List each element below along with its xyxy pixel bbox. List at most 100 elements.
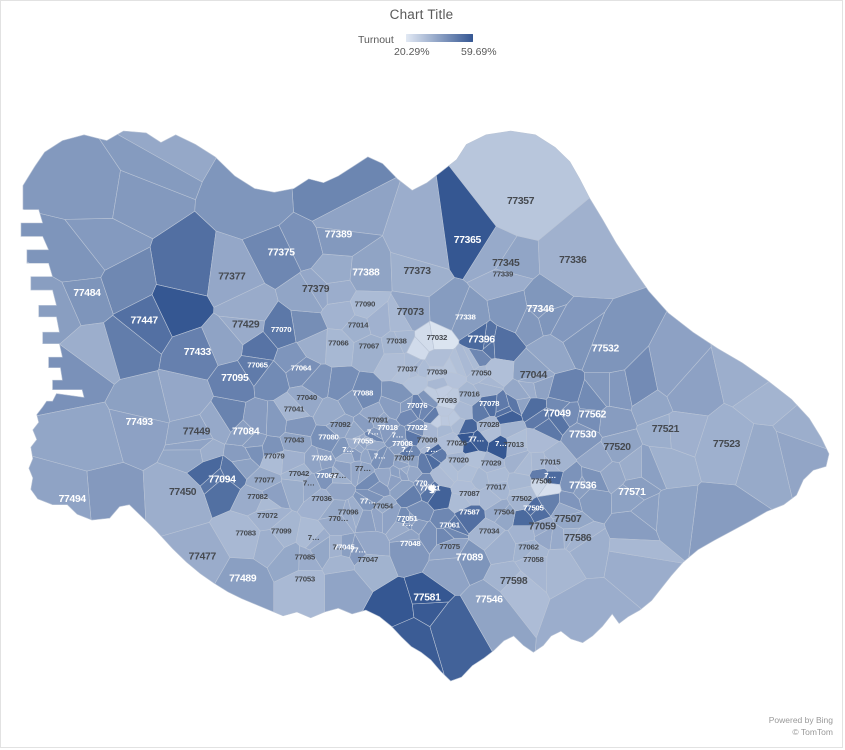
svg-text:7…: 7…: [392, 431, 404, 440]
svg-text:77043: 77043: [284, 436, 305, 445]
svg-text:77571: 77571: [618, 487, 646, 498]
svg-text:77082: 77082: [247, 492, 268, 501]
svg-text:77087: 77087: [459, 489, 479, 498]
svg-text:77015: 77015: [540, 458, 561, 467]
svg-text:77489: 77489: [229, 573, 257, 584]
svg-text:77088: 77088: [353, 389, 374, 398]
svg-text:7…: 7…: [308, 533, 320, 542]
svg-text:77016: 77016: [459, 390, 480, 399]
svg-text:77076: 77076: [407, 401, 428, 410]
svg-text:77…: 77…: [355, 464, 371, 473]
svg-text:7…: 7…: [426, 445, 438, 454]
svg-text:77396: 77396: [468, 335, 496, 346]
svg-text:77365: 77365: [454, 235, 482, 246]
svg-text:77014: 77014: [348, 321, 369, 330]
svg-text:77450: 77450: [169, 487, 197, 498]
svg-text:77546: 77546: [475, 595, 503, 606]
svg-text:77562: 77562: [579, 410, 607, 421]
svg-text:77083: 77083: [235, 528, 256, 537]
svg-text:77379: 77379: [302, 284, 330, 295]
svg-text:77070: 77070: [271, 325, 291, 334]
svg-text:77072: 77072: [257, 511, 278, 520]
svg-text:77389: 77389: [325, 229, 353, 240]
svg-text:770…: 770…: [328, 514, 348, 523]
svg-text:77581: 77581: [413, 593, 441, 604]
svg-text:77075: 77075: [439, 542, 460, 551]
svg-text:77505: 77505: [523, 504, 544, 513]
svg-text:77022: 77022: [407, 423, 428, 432]
svg-text:77078: 77078: [479, 399, 500, 408]
svg-text:77095: 77095: [221, 373, 249, 384]
svg-text:77447: 77447: [131, 316, 159, 327]
svg-text:77338: 77338: [455, 313, 476, 322]
svg-text:77092: 77092: [330, 420, 351, 429]
svg-text:77024: 77024: [311, 454, 332, 463]
svg-text:77028: 77028: [479, 420, 500, 429]
svg-text:77007: 77007: [394, 454, 414, 463]
svg-text:77523: 77523: [713, 439, 741, 450]
svg-text:77…: 77…: [468, 435, 484, 444]
svg-text:77037: 77037: [397, 365, 417, 374]
svg-text:7…: 7…: [401, 445, 413, 454]
svg-text:77089: 77089: [456, 552, 484, 563]
svg-text:77039: 77039: [427, 367, 448, 376]
svg-text:77077: 77077: [254, 476, 274, 485]
svg-text:77067: 77067: [359, 342, 379, 351]
svg-text:7…: 7…: [401, 519, 413, 528]
svg-text:77048: 77048: [400, 539, 421, 548]
svg-text:77080: 77080: [318, 433, 338, 442]
svg-text:77477: 77477: [189, 551, 217, 562]
svg-text:77032: 77032: [427, 333, 448, 342]
svg-text:77099: 77099: [271, 527, 292, 536]
svg-text:77336: 77336: [559, 255, 587, 266]
svg-text:77…: 77…: [360, 497, 376, 506]
svg-text:7…: 7…: [342, 445, 354, 454]
svg-text:77433: 77433: [184, 347, 212, 358]
svg-text:77064: 77064: [291, 364, 312, 373]
svg-text:77058: 77058: [523, 555, 544, 564]
svg-text:77494: 77494: [59, 494, 87, 505]
svg-text:77066: 77066: [328, 339, 349, 348]
svg-text:77036: 77036: [311, 494, 332, 503]
svg-text:77073: 77073: [397, 307, 425, 318]
svg-text:77009: 77009: [417, 436, 438, 445]
svg-text:77044: 77044: [520, 370, 548, 381]
svg-text:77507: 77507: [554, 514, 582, 525]
svg-text:77061: 77061: [439, 521, 460, 530]
svg-text:77484: 77484: [73, 288, 101, 299]
svg-text:77339: 77339: [493, 270, 514, 279]
svg-text:77020: 77020: [448, 456, 468, 465]
svg-text:77026: 77026: [446, 438, 467, 447]
svg-text:7…: 7…: [544, 471, 556, 480]
svg-text:77449: 77449: [183, 427, 211, 438]
svg-text:77029: 77029: [481, 459, 502, 468]
svg-text:77041: 77041: [284, 405, 305, 414]
svg-text:7…: 7…: [303, 479, 315, 488]
svg-text:77047: 77047: [358, 555, 378, 564]
svg-text:77055: 77055: [353, 436, 374, 445]
svg-text:77388: 77388: [352, 268, 380, 279]
svg-text:77586: 77586: [564, 533, 592, 544]
svg-text:77502: 77502: [511, 494, 532, 503]
svg-text:77504: 77504: [494, 507, 515, 516]
svg-text:77536: 77536: [569, 481, 597, 492]
svg-text:77530: 77530: [569, 430, 597, 441]
svg-text:77093: 77093: [436, 396, 457, 405]
svg-text:77050: 77050: [471, 368, 491, 377]
svg-text:77…: 77…: [330, 471, 346, 480]
svg-text:77…: 77…: [350, 546, 366, 555]
svg-text:77587: 77587: [459, 507, 479, 516]
svg-text:7…: 7…: [374, 452, 386, 461]
svg-text:77094: 77094: [208, 475, 236, 486]
svg-text:7…: 7…: [495, 439, 507, 448]
svg-text:77346: 77346: [527, 304, 555, 315]
svg-text:77493: 77493: [126, 417, 154, 428]
svg-text:77377: 77377: [218, 272, 246, 283]
svg-text:77090: 77090: [355, 299, 375, 308]
svg-text:77084: 77084: [232, 427, 260, 438]
svg-text:77085: 77085: [295, 552, 316, 561]
svg-text:77357: 77357: [507, 196, 535, 207]
svg-text:77034: 77034: [479, 527, 500, 536]
svg-text:77040: 77040: [297, 393, 317, 402]
svg-text:7…: 7…: [332, 543, 344, 552]
